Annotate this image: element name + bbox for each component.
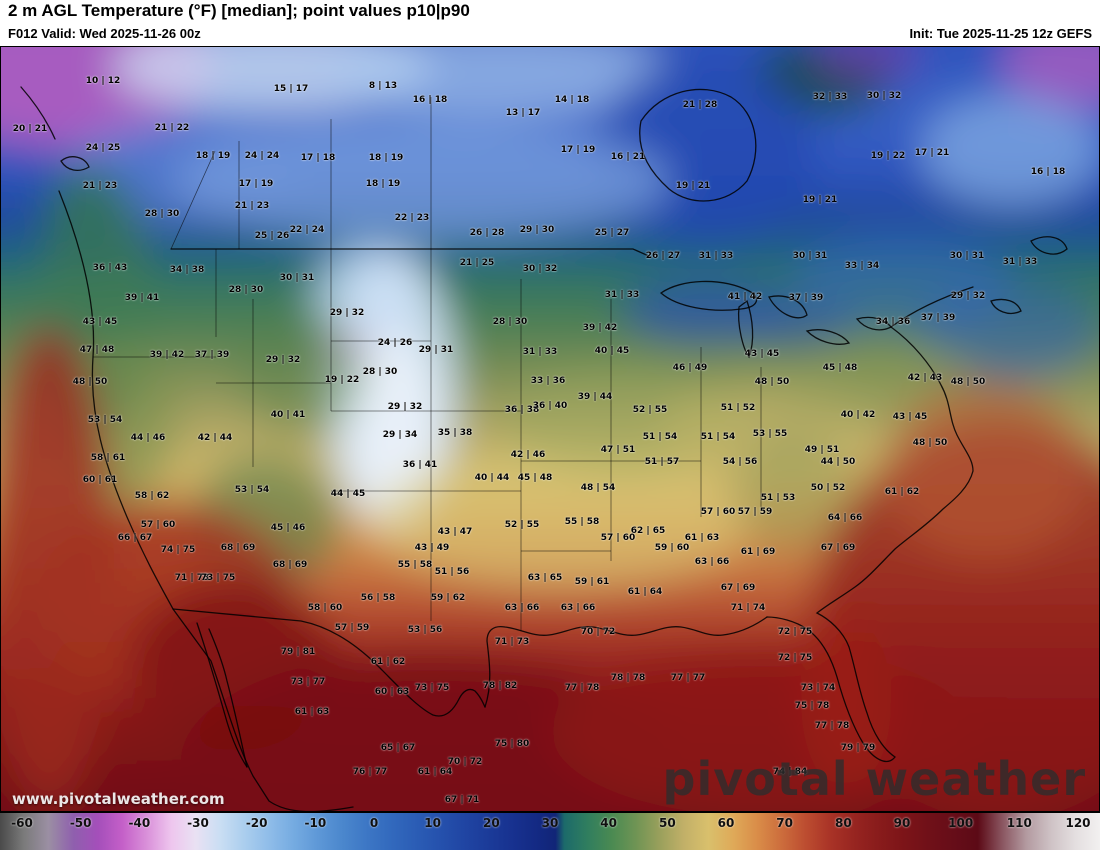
colorbar-tick-label: 40 — [600, 816, 618, 830]
temperature-field-layer — [1, 47, 1099, 811]
colorbar-tick-label: 90 — [893, 816, 911, 830]
colorbar-tick-label: -60 — [11, 816, 33, 830]
colorbar-tick-label: 50 — [658, 816, 676, 830]
temperature-map-canvas — [0, 46, 1100, 812]
model-init-label: Init: Tue 2025-11-25 12z GEFS — [909, 26, 1092, 41]
colorbar-tick-label: 20 — [482, 816, 500, 830]
colorbar-tick-label: 100 — [948, 816, 974, 830]
colorbar-tick-label: -20 — [245, 816, 268, 830]
colorbar-tick-label: 70 — [776, 816, 794, 830]
colorbar-tick-label: 30 — [541, 816, 559, 830]
colorbar-tick-label: -30 — [187, 816, 209, 830]
header: 2 m AGL Temperature (°F) [median]; point… — [0, 0, 1100, 46]
page-title: 2 m AGL Temperature (°F) [median]; point… — [8, 1, 470, 20]
colorbar-tick-label: 10 — [424, 816, 442, 830]
temperature-field-svg — [1, 47, 1099, 811]
coastline-borders-layer — [20, 86, 1068, 811]
colorbar-tick-label: 0 — [369, 816, 379, 830]
colorbar-tick-label: 120 — [1065, 816, 1091, 830]
colorbar-tick-layer: -60 -50 -40 -30 -20 -10 0 10 20 30 40 50 60 70 80 90 100… — [0, 813, 1100, 850]
colorbar-tick-label: 110 — [1006, 816, 1032, 830]
colorbar-tick-label: -10 — [304, 816, 327, 830]
colorbar-tick-label: 80 — [834, 816, 852, 830]
pivotal-weather-watermark: pivotal weather — [662, 752, 1086, 806]
forecast-valid-label: F012 Valid: Wed 2025-11-26 00z — [8, 26, 201, 41]
colorbar-gradient: -60 -50 -40 -30 -20 -10 0 10 20 30 40 50 60 70 80 90 100… — [0, 812, 1100, 850]
state-borders-layer — [93, 97, 762, 631]
colorbar-tick-label: -40 — [128, 816, 151, 830]
website-url-watermark: www.pivotalweather.com — [12, 790, 225, 808]
colorbar-tick-label: 60 — [717, 816, 735, 830]
colorbar-tick-label: -50 — [69, 816, 92, 830]
